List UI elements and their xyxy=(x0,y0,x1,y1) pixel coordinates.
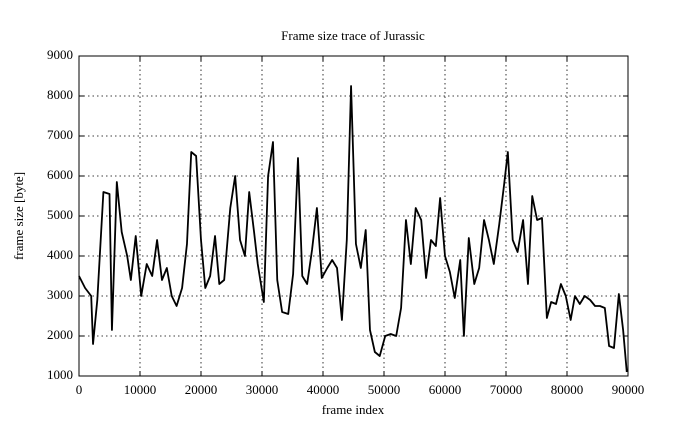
chart-title: Frame size trace of Jurassic xyxy=(281,28,425,43)
x-tick-label: 40000 xyxy=(307,382,340,397)
x-tick-label: 0 xyxy=(76,382,83,397)
x-tick-label: 50000 xyxy=(368,382,401,397)
y-tick-label: 1000 xyxy=(47,367,73,382)
data-line xyxy=(78,85,628,373)
y-axis-label: frame size [byte] xyxy=(11,172,26,260)
x-tick-label: 20000 xyxy=(185,382,218,397)
y-tick-label: 3000 xyxy=(47,287,73,302)
x-tick-label: 60000 xyxy=(429,382,462,397)
y-tick-label: 9000 xyxy=(47,47,73,62)
y-tick-label: 5000 xyxy=(47,207,73,222)
x-axis-label: frame index xyxy=(322,402,385,417)
y-tick-label: 4000 xyxy=(47,247,73,262)
y-tick-label: 2000 xyxy=(47,327,73,342)
y-tick-label: 8000 xyxy=(47,87,73,102)
x-tick-label: 80000 xyxy=(551,382,584,397)
y-tick-label: 7000 xyxy=(47,127,73,142)
x-tick-label: 90000 xyxy=(612,382,645,397)
y-tick-label: 6000 xyxy=(47,167,73,182)
x-tick-label: 30000 xyxy=(246,382,279,397)
x-tick-label: 70000 xyxy=(490,382,523,397)
x-tick-label: 10000 xyxy=(124,382,157,397)
